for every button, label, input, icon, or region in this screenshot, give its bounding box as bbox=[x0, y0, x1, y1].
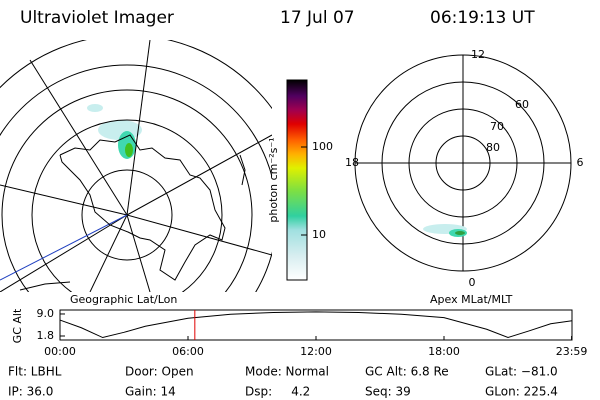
colorbar-label: photon cm⁻²s⁻¹ bbox=[267, 137, 280, 222]
info-field: Seq: 39 bbox=[365, 385, 411, 399]
colorbar-tick-label: 100 bbox=[312, 140, 333, 153]
x-tick-label: 00:00 bbox=[44, 345, 76, 358]
timeline-left-label: Geographic Lat/Lon bbox=[70, 293, 177, 306]
mlt-label: 0 bbox=[469, 276, 476, 289]
polar-plot bbox=[354, 54, 572, 272]
colorbar-tick-label: 10 bbox=[312, 228, 326, 241]
info-field: GC Alt: 6.8 Re bbox=[365, 365, 449, 379]
info-field: Flt: LBHL bbox=[8, 365, 62, 379]
timeline-frame bbox=[59, 309, 573, 341]
timeline-right-label: Apex MLat/MLT bbox=[430, 293, 513, 306]
info-field: IP: 36.0 bbox=[8, 385, 53, 399]
lat-label: 60 bbox=[515, 98, 529, 111]
x-tick-label: 23:59 bbox=[556, 345, 588, 358]
info-field: GLat: −81.0 bbox=[485, 365, 558, 379]
mlt-label: 6 bbox=[577, 156, 584, 169]
info-field: Mode: Normal bbox=[245, 365, 329, 379]
timeline-y-label: GC Alt bbox=[11, 308, 24, 343]
mlt-label: 18 bbox=[345, 156, 359, 169]
y-tick-label: 9.0 bbox=[37, 307, 55, 320]
title: Ultraviolet Imager bbox=[20, 8, 174, 28]
x-tick-label: 06:00 bbox=[172, 345, 204, 358]
colorbar bbox=[286, 79, 308, 281]
lat-label: 80 bbox=[486, 141, 500, 154]
x-tick-label: 18:00 bbox=[428, 345, 460, 358]
info-field: Door: Open bbox=[125, 365, 194, 379]
mlt-label: 12 bbox=[471, 48, 485, 61]
lat-label: 70 bbox=[490, 120, 504, 133]
info-field: GLon: 225.4 bbox=[485, 385, 558, 399]
geographic-map bbox=[0, 40, 272, 292]
y-tick-label: 1.8 bbox=[37, 329, 55, 342]
info-field: Dsp: 4.2 bbox=[245, 385, 310, 399]
info-field: Gain: 14 bbox=[125, 385, 176, 399]
date: 17 Jul 07 bbox=[280, 8, 355, 28]
x-tick-label: 12:00 bbox=[300, 345, 332, 358]
altitude-line bbox=[59, 311, 573, 339]
time: 06:19:13 UT bbox=[430, 8, 535, 28]
